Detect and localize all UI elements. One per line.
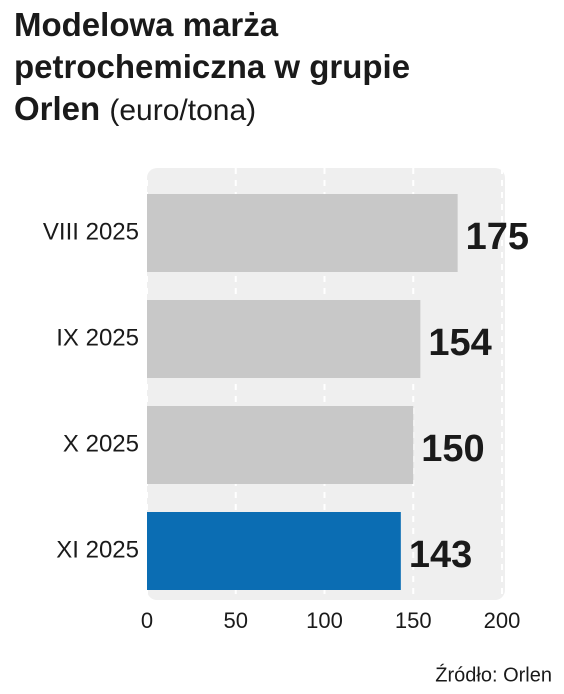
title-block: Modelowa marża petrochemiczna w grupie O…: [14, 4, 504, 132]
y-tick-label: X 2025: [63, 430, 139, 457]
bar: [147, 194, 458, 272]
value-label: 175: [466, 216, 529, 258]
bar: [147, 512, 401, 590]
x-tick-label: 150: [395, 608, 432, 633]
x-tick-label: 50: [224, 608, 248, 633]
chart-subtitle: (euro/tona): [109, 94, 257, 127]
y-tick-label: VIII 2025: [43, 218, 139, 245]
x-tick-label: 200: [484, 608, 521, 633]
bar: [147, 300, 421, 378]
value-label: 150: [421, 428, 484, 470]
x-tick-label: 0: [141, 608, 153, 633]
x-tick-label: 100: [306, 608, 343, 633]
value-label: 154: [428, 322, 491, 364]
value-label: 143: [409, 534, 472, 576]
y-tick-label: XI 2025: [56, 536, 139, 563]
chart-title: Modelowa marża petrochemiczna w grupie O…: [14, 6, 411, 127]
y-tick-label: IX 2025: [56, 324, 139, 351]
bar: [147, 406, 414, 484]
source: Źródło: Orlen: [435, 663, 552, 686]
